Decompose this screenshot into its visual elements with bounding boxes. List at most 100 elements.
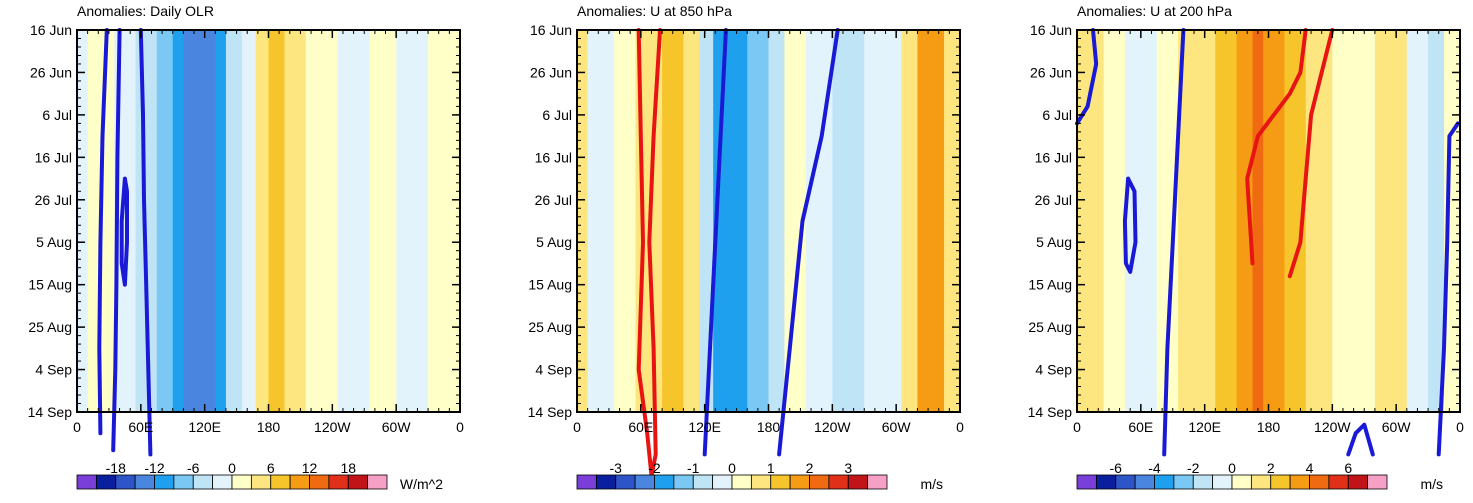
shade-band [683, 30, 700, 412]
y-tick-label: 14 Sep [1028, 404, 1073, 420]
shade-band [577, 30, 589, 412]
shade-band [1124, 30, 1158, 412]
colorbar-cell [576, 474, 597, 490]
y-tick-label: 26 Jun [530, 64, 572, 80]
y-tick-label: 14 Sep [528, 404, 573, 420]
contour-line [702, 28, 728, 457]
colorbar-cell [115, 474, 136, 490]
x-tick-label: 120E [688, 419, 721, 435]
x-tick-label: 0 [956, 419, 964, 435]
shade-band [713, 30, 748, 412]
shade-band [255, 30, 269, 412]
y-tick-label: 5 Aug [36, 234, 72, 250]
panel-title: Anomalies: U at 850 hPa [577, 3, 732, 19]
colorbar-cell [1347, 474, 1369, 490]
shade-band [901, 30, 918, 412]
shade-band [864, 30, 902, 412]
colorbar-cell [1250, 474, 1272, 490]
contour-line [138, 28, 153, 457]
contour-line [119, 176, 129, 287]
panel-title: Anomalies: Daily OLR [77, 3, 214, 19]
y-tick-label: 14 Sep [28, 404, 73, 420]
shade-band [768, 30, 785, 412]
shade-band [1156, 30, 1179, 412]
y-tick-label: 16 Jul [535, 149, 572, 165]
colorbar-label: -3 [610, 460, 623, 476]
colorbar-cell [615, 474, 636, 490]
y-tick-label: 26 Jul [35, 192, 72, 208]
shade-band [1236, 30, 1254, 412]
y-tick-label: 26 Jul [535, 192, 572, 208]
x-tick-label: 120W [814, 419, 851, 435]
y-tick-label: 15 Aug [28, 277, 72, 293]
shade-band [396, 30, 429, 412]
x-tick-label: 120W [314, 419, 351, 435]
colorbar-cell [847, 474, 869, 490]
y-tick-label: 4 Sep [535, 362, 572, 378]
shade-band [832, 30, 865, 412]
shade-band [172, 30, 184, 412]
colorbar-cell [154, 474, 175, 490]
x-tick-label: 0 [573, 419, 581, 435]
colorbar-cell [1115, 474, 1136, 490]
y-tick-label: 15 Aug [528, 277, 572, 293]
colorbar-label: 2 [806, 460, 814, 476]
colorbar-cell [1212, 474, 1233, 490]
colorbar-label: -6 [1110, 460, 1123, 476]
colorbar-cell [867, 474, 888, 490]
colorbar-label: -18 [106, 460, 126, 476]
colorbar-label: -4 [1148, 460, 1161, 476]
contour-line [1287, 28, 1335, 279]
y-tick-label: 6 Jul [42, 107, 72, 123]
shade-band [77, 30, 89, 412]
shade-band [1284, 30, 1307, 412]
colorbar-label: 12 [302, 460, 318, 476]
shade-band [1406, 30, 1429, 412]
colorbar-cell [1173, 474, 1194, 490]
colorbar-label: -1 [687, 460, 700, 476]
contour-line [1436, 121, 1460, 457]
y-tick-label: 26 Jun [1030, 64, 1072, 80]
y-tick-label: 25 Aug [1028, 319, 1072, 335]
shade-band [1305, 30, 1333, 412]
colorbar-cell [1289, 474, 1310, 490]
shade-band [662, 30, 684, 412]
y-tick-label: 5 Aug [536, 234, 572, 250]
x-tick-label: 60E [1128, 419, 1153, 435]
colorbar-cell [1192, 474, 1214, 490]
contour-line [111, 28, 122, 453]
shade-band [587, 30, 615, 412]
contour-line [1162, 28, 1186, 457]
colorbar-cell [634, 474, 655, 490]
colorbar-cell [95, 474, 117, 490]
colorbar-label: 6 [1344, 460, 1352, 476]
colorbar-label: -12 [144, 460, 164, 476]
shade-band [183, 30, 216, 412]
colorbar-cell [1134, 474, 1155, 490]
shade-band [369, 30, 397, 412]
x-tick-label: 0 [1073, 419, 1081, 435]
shade-band [156, 30, 174, 412]
shade-band [225, 30, 243, 412]
shade-band [747, 30, 769, 412]
colorbar-cell [1367, 474, 1388, 490]
contour-line [1245, 28, 1308, 266]
x-tick-label: 60E [128, 419, 153, 435]
y-tick-label: 5 Aug [1036, 234, 1072, 250]
colorbar-label: 0 [728, 460, 736, 476]
colorbar-cell [1270, 474, 1291, 490]
y-tick-label: 4 Sep [35, 362, 72, 378]
shade-band [215, 30, 227, 412]
colorbar-cell [595, 474, 617, 490]
shade-band [944, 30, 961, 412]
shade-band [428, 30, 461, 412]
colorbar-label: 3 [844, 460, 852, 476]
shade-band [305, 30, 339, 412]
colorbar-cell [712, 474, 733, 490]
colorbar-cell [289, 474, 310, 490]
colorbar-cell [673, 474, 694, 490]
y-tick-label: 16 Jun [530, 22, 572, 38]
x-tick-label: 0 [456, 419, 464, 435]
